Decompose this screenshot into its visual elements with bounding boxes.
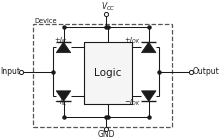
Polygon shape [56,91,71,101]
Text: $+I_{IK}$: $+I_{IK}$ [54,36,68,46]
Text: Logic: Logic [94,68,122,78]
Text: $-I_{OK}$: $-I_{OK}$ [124,97,141,108]
Text: $-I_{IK}$: $-I_{IK}$ [54,97,68,108]
Text: $V_{CC}$: $V_{CC}$ [101,1,115,13]
Polygon shape [141,42,156,53]
Text: $+I_{OK}$: $+I_{OK}$ [124,36,141,46]
Text: Device: Device [35,18,57,24]
Text: Output: Output [192,67,219,76]
Text: Input: Input [0,67,20,76]
Polygon shape [141,91,156,101]
FancyBboxPatch shape [83,42,132,104]
Text: GND: GND [97,130,115,139]
Polygon shape [56,42,71,53]
